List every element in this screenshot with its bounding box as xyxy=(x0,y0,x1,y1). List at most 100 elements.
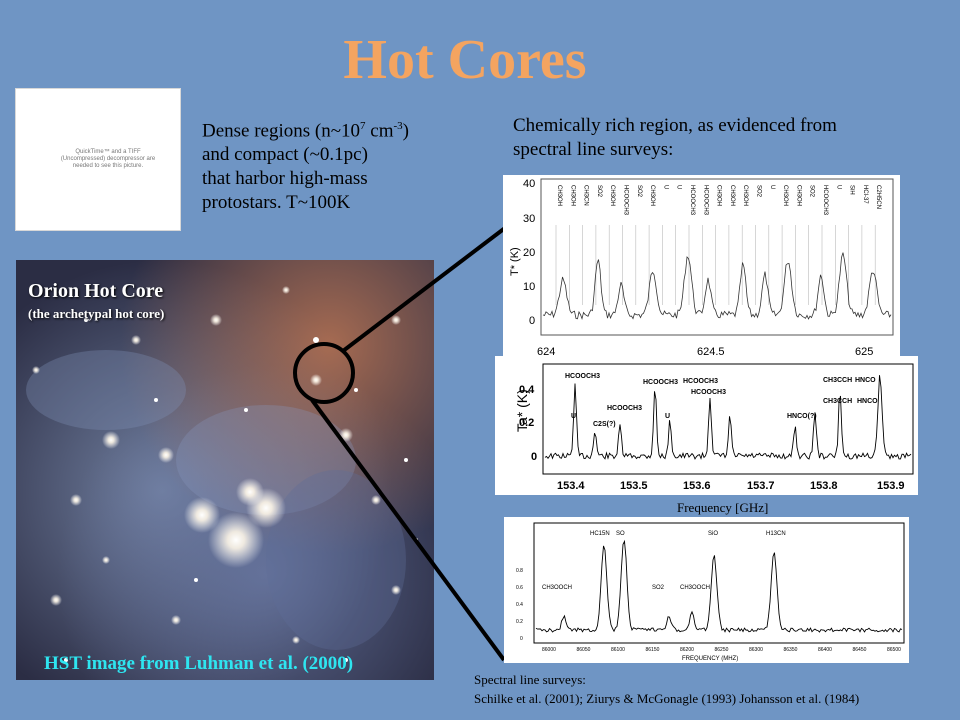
spectrum3-xticks: 86000 86050 86100 86150 86200 86250 86300 86350… xyxy=(542,647,901,653)
spectrum2-ytick: 0.4 xyxy=(519,384,535,396)
spectrum-624ghz: T* (K) 40 30 20 10 0 624 624.5 625 CH3OH… xyxy=(503,175,900,360)
spectrum1-line-label: HCl-37 xyxy=(862,185,868,204)
spectrum1-xtick: 625 xyxy=(855,346,873,358)
spectrum1-line-label: U xyxy=(676,185,682,189)
references-heading: Spectral line surveys: xyxy=(474,672,586,687)
spectrum3-xtick: 86100 xyxy=(611,647,625,653)
spectrum1-line-label: CH3OH xyxy=(742,185,748,206)
spectrum3-line-labels: HC15N SO CH3OOCH SO2 CH3OOCH SiO H13CN xyxy=(542,531,786,591)
svg-text:HCOOCH3: HCOOCH3 xyxy=(607,405,642,412)
spectrum2-xtick: 153.8 xyxy=(810,480,838,492)
svg-text:HCOOCH3: HCOOCH3 xyxy=(565,373,600,380)
spectrum3-xtick: 86350 xyxy=(784,647,798,653)
spectrum2-ytick: 0.2 xyxy=(519,417,534,429)
hot-core-circle xyxy=(293,342,355,404)
svg-text:HCOOCH3: HCOOCH3 xyxy=(643,379,678,386)
spectrum3-trace xyxy=(535,539,903,633)
spectrum3-xtick: 86450 xyxy=(853,647,867,653)
connector-line-top xyxy=(341,226,507,353)
spectrum1-ytick: 10 xyxy=(523,281,535,293)
spectrum1-line-label: CH3OH xyxy=(716,185,722,206)
spectrum1-line-labels: CH3OH CH3OH CH3CN SO2 CH3OH HCOOCH3 SO2 CH3OH U U… xyxy=(555,185,881,305)
slide-title: Hot Cores xyxy=(343,29,587,91)
spectrum2-xtick: 153.6 xyxy=(683,480,711,492)
spectrum3-xtick: 86200 xyxy=(680,647,694,653)
chemistry-description: Chemically rich region, as evidenced fro… xyxy=(513,114,837,162)
spectrum1-line-label: CH3OH xyxy=(609,185,615,206)
spectrum1-line-label: HCOOCH3 xyxy=(623,185,629,216)
orion-hst-image xyxy=(16,260,434,680)
bright-stars xyxy=(32,286,418,662)
spectrum-153ghz: Ta* (K) 0.4 0.2 0 153.4 153.5 153.6 153.… xyxy=(495,356,918,495)
spectrum3-ytick: 0.4 xyxy=(516,602,523,608)
spectrum1-line-label: SO2 xyxy=(756,185,762,198)
spectrum2-xtick: 153.9 xyxy=(877,480,905,492)
svg-text:SO: SO xyxy=(616,531,625,537)
spectrum1-line-label: CH3OH xyxy=(729,185,735,206)
spectrum1-line-label: CH3CN xyxy=(583,185,589,206)
spectrum1-ytick: 0 xyxy=(529,315,535,327)
svg-text:SiO: SiO xyxy=(708,531,718,537)
spectrum1-line-label: HCOOCH3 xyxy=(689,185,695,216)
svg-text:U: U xyxy=(665,413,670,420)
svg-text:CH3OOCH: CH3OOCH xyxy=(680,585,710,591)
spectrum1-xtick: 624.5 xyxy=(697,346,725,358)
spectrum1-line-label: HCOOCH3 xyxy=(702,185,708,216)
spectrum1-line-label: SO2 xyxy=(596,185,602,198)
svg-text:HNCO: HNCO xyxy=(855,377,876,384)
svg-text:CH3OOCH: CH3OOCH xyxy=(542,585,572,591)
spectrum3-xlabel: FREQUENCY (MHZ) xyxy=(682,656,738,662)
svg-text:HC15N: HC15N xyxy=(590,531,610,537)
spectrum1-line-label: C2H5CN xyxy=(875,185,881,209)
svg-text:HNCO(?): HNCO(?) xyxy=(787,413,817,420)
references: Spectral line surveys: Schilke et al. (2… xyxy=(474,670,859,708)
svg-text:HCOOCH3: HCOOCH3 xyxy=(691,389,726,396)
spectrum-86ghz: 0.8 0.6 0.4 0.2 0 86000 86050 86100 86150 86… xyxy=(504,517,909,663)
spectrum1-line-label: SO2 xyxy=(636,185,642,198)
hot-core-description: Dense regions (n~107 cm-3) and compact (… xyxy=(202,114,409,215)
svg-text:CH3CCH: CH3CCH xyxy=(823,377,852,384)
chemistry-line-1: Chemically rich region, as evidenced fro… xyxy=(513,115,837,136)
description-line-1: Dense regions (n~107 cm-3) xyxy=(202,120,409,142)
svg-text:HCOOCH3: HCOOCH3 xyxy=(683,378,718,385)
spectrum1-xtick: 624 xyxy=(537,346,555,358)
references-citations: Schilke et al. (2001); Ziurys & McGonagl… xyxy=(474,691,860,706)
svg-text:HNCO: HNCO xyxy=(857,398,878,405)
spectrum2-xtick: 153.7 xyxy=(747,480,775,492)
description-line-2: and compact (~0.1pc) xyxy=(202,144,368,166)
spectrum1-line-label: SiH xyxy=(849,185,855,195)
spectrum2-ylabel: Ta* (K) xyxy=(514,389,530,432)
spectrum3-xtick: 86250 xyxy=(715,647,729,653)
spectrum3-xtick: 86150 xyxy=(646,647,660,653)
spectrum1-ytick: 30 xyxy=(523,213,535,225)
spectrum1-line-label: CH3OH xyxy=(556,185,562,206)
spectrum1-line-label: HCOOCH3 xyxy=(822,185,828,216)
spectrum1-line-label: U xyxy=(769,185,775,189)
connector-line-bottom xyxy=(310,398,506,662)
spectrum1-ytick: 40 xyxy=(523,178,535,190)
chemistry-line-2: spectral line surveys: xyxy=(513,139,674,160)
spectrum2-xtick: 153.5 xyxy=(620,480,648,492)
spectrum2-line-labels: HCOOCH3 U C2S(?) HCOOCH3 U HCOOCH3 HCOOC… xyxy=(565,373,878,428)
spectrum3-xtick: 86500 xyxy=(887,647,901,653)
spectrum2-ytick: 0 xyxy=(531,451,537,463)
quicktime-notice: QuickTime™ and a TIFF (Uncompressed) dec… xyxy=(60,149,156,169)
spectrum3-ytick: 0.2 xyxy=(516,619,523,625)
spectrum1-line-label: U xyxy=(662,185,668,189)
spectrum3-xtick: 86050 xyxy=(577,647,591,653)
svg-text:C2S(?): C2S(?) xyxy=(593,421,616,428)
svg-text:H13CN: H13CN xyxy=(766,531,786,537)
spectrum1-ytick: 20 xyxy=(523,247,535,259)
spectrum3-ytick: 0.8 xyxy=(516,568,523,574)
spectrum3-xtick: 86300 xyxy=(749,647,763,653)
quicktime-placeholder: QuickTime™ and a TIFF (Uncompressed) dec… xyxy=(15,88,181,231)
spectrum3-ytick: 0 xyxy=(520,636,523,642)
frequency-axis-label: Frequency [GHz] xyxy=(677,500,769,515)
spectrum1-trace xyxy=(542,252,892,320)
svg-text:SO2: SO2 xyxy=(652,585,665,591)
orion-subtitle: (the archetypal hot core) xyxy=(28,306,165,321)
spectrum1-line-label: CH3OH xyxy=(795,185,801,206)
spectrum1-line-label: CH3OH xyxy=(649,185,655,206)
spectrum3-xtick: 86400 xyxy=(818,647,832,653)
